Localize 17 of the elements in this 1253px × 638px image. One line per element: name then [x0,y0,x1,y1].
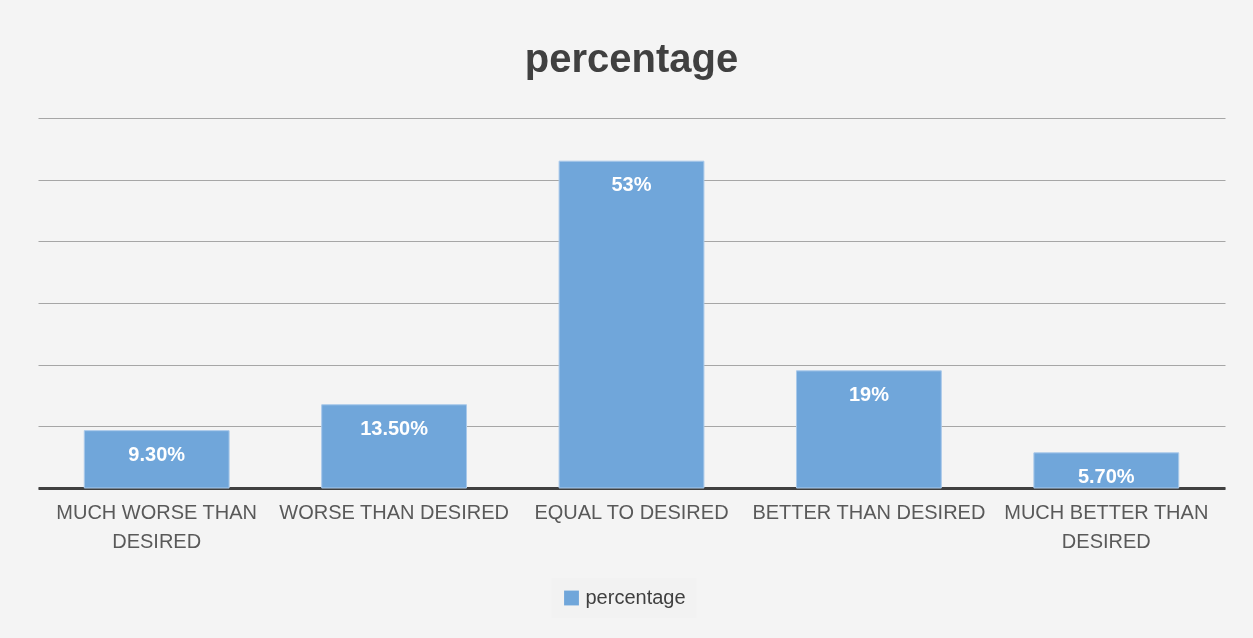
bar [1033,452,1180,489]
bar [795,370,942,489]
x-tick-label: BETTER THAN DESIRED [752,500,986,523]
legend-label: percentage [585,586,686,608]
bar [558,160,705,489]
x-tick-label: MUCH WORSE THAN DESIRED [56,500,258,552]
data-label: 53% [611,173,652,196]
data-label: 9.30% [128,442,186,465]
data-label: 13.50% [360,416,429,439]
bar [83,430,230,489]
bar [321,404,468,489]
chart-title: percentage [524,36,739,80]
x-tick-label: WORSE THAN DESIRED [279,500,509,523]
data-label: 5.70% [1077,464,1135,487]
x-tick-label: EQUAL TO DESIRED [534,500,729,523]
x-tick-label: MUCH BETTER THAN DESIRED [1004,500,1209,552]
data-label: 19% [848,382,890,405]
